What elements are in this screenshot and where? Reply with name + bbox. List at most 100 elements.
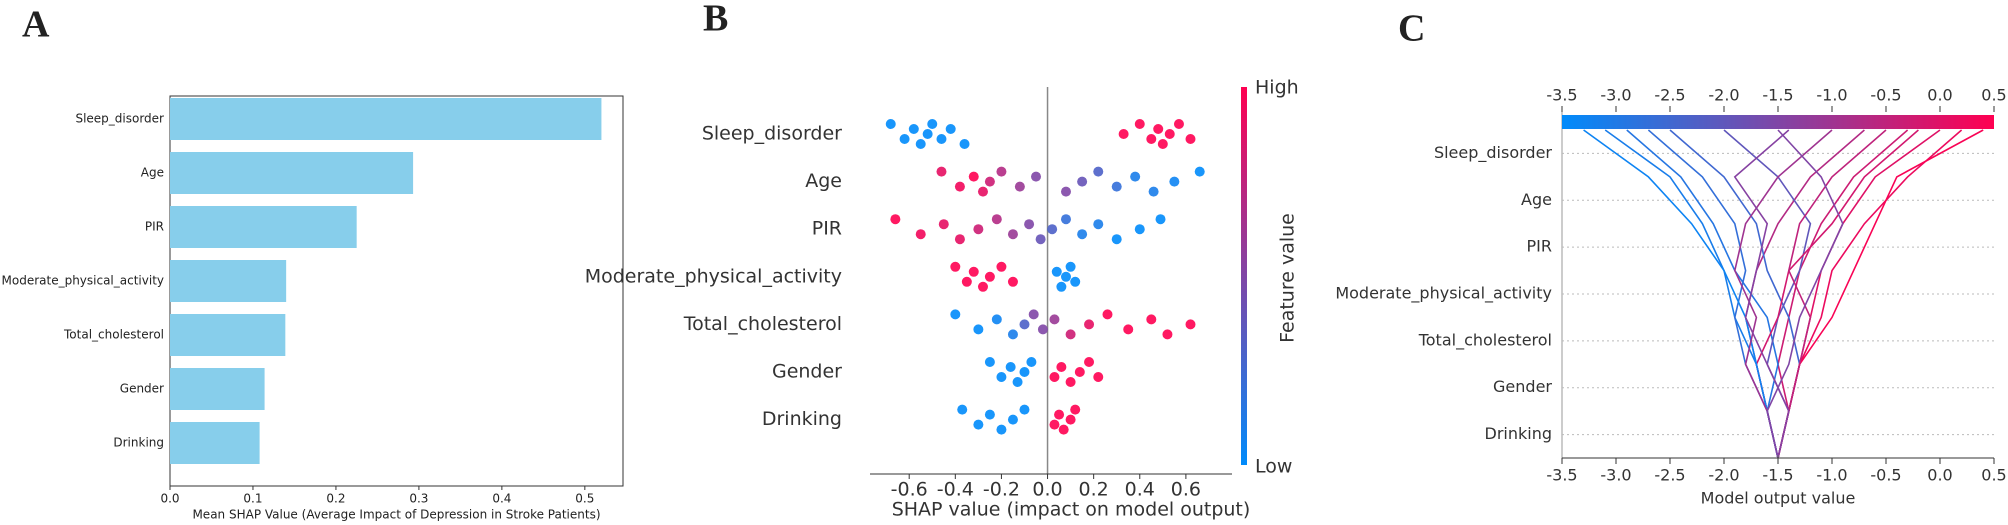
point	[984, 357, 995, 367]
x-tick-label: -0.6	[891, 479, 928, 501]
y-tick-label: Drinking	[1485, 424, 1553, 443]
y-tick-label: PIR	[812, 218, 842, 240]
point	[1065, 329, 1076, 340]
x-tick-label-top: 0.0	[1927, 86, 1952, 105]
y-tick-label: Drinking	[113, 436, 164, 450]
point	[991, 214, 1002, 225]
point	[927, 119, 938, 129]
x-axis-label: Model output value	[1701, 489, 1856, 508]
point	[973, 419, 984, 430]
point	[984, 176, 995, 187]
point	[936, 134, 947, 144]
decision-line	[1777, 129, 1963, 459]
colorbar	[1562, 115, 1994, 129]
x-tick-label: -3.5	[1546, 466, 1577, 485]
x-tick-label: 0.2	[326, 492, 345, 506]
point	[1173, 119, 1184, 129]
y-tick-label: Age	[1521, 190, 1552, 209]
point	[1134, 224, 1145, 235]
y-tick-label: Sleep_disorder	[75, 112, 164, 126]
point	[1007, 276, 1018, 287]
y-tick-label: Total_cholesterol	[683, 313, 842, 335]
point	[996, 261, 1007, 272]
x-tick-label: 0.4	[1125, 479, 1155, 501]
point	[890, 214, 901, 225]
point	[1134, 119, 1145, 129]
panel-letter: C	[1398, 8, 1425, 50]
x-tick-label-top: -0.5	[1870, 86, 1901, 105]
point	[991, 314, 1002, 325]
point	[1070, 276, 1081, 287]
point	[1146, 134, 1157, 144]
point	[1155, 214, 1166, 225]
x-tick-label-top: -1.5	[1762, 86, 1793, 105]
decision-line	[1733, 129, 1833, 459]
point	[1014, 181, 1025, 192]
point	[1024, 219, 1035, 230]
point	[996, 166, 1007, 177]
point	[945, 124, 956, 134]
y-tick-label: Age	[805, 170, 842, 192]
point	[1019, 367, 1030, 377]
point	[973, 224, 984, 235]
point	[915, 139, 926, 149]
point	[968, 171, 979, 182]
point	[1102, 309, 1113, 320]
point	[1148, 186, 1159, 197]
point	[938, 219, 949, 230]
point	[973, 324, 984, 335]
point	[1084, 319, 1095, 330]
y-tick-label: Gender	[1493, 377, 1552, 396]
bar	[170, 260, 287, 302]
colorbar	[1241, 87, 1247, 465]
point	[1019, 319, 1030, 330]
point	[1007, 414, 1018, 425]
point	[954, 234, 965, 245]
y-tick-label: Moderate_physical_activity	[585, 265, 842, 287]
decision-line	[1766, 129, 1844, 459]
point	[1049, 419, 1060, 430]
colorbar-low: Low	[1255, 456, 1292, 478]
point	[984, 409, 995, 420]
point	[1051, 266, 1062, 277]
point	[1164, 129, 1175, 139]
y-tick-label: Drinking	[762, 408, 842, 430]
x-tick-label: -0.4	[937, 479, 974, 501]
point	[1054, 409, 1065, 420]
point	[961, 276, 972, 287]
x-tick-label: 0.6	[1171, 479, 1201, 501]
colorbar-high: High	[1255, 77, 1299, 99]
point	[1130, 171, 1141, 182]
bar	[170, 368, 265, 410]
point	[950, 309, 961, 320]
point	[968, 266, 979, 277]
y-tick-label: Gender	[120, 382, 164, 396]
point	[1060, 214, 1071, 225]
x-tick-label: 0.4	[492, 492, 511, 506]
x-axis-label: SHAP value (impact on model output)	[892, 499, 1251, 521]
bar	[170, 98, 602, 140]
point	[1060, 271, 1071, 282]
x-tick-label: 0.0	[1032, 479, 1062, 501]
point	[1185, 134, 1196, 144]
point	[1111, 181, 1122, 192]
point	[977, 186, 988, 197]
point	[1146, 314, 1157, 325]
x-tick-label: -2.0	[1708, 466, 1739, 485]
x-tick-label: -0.5	[1870, 466, 1901, 485]
point	[1007, 229, 1018, 240]
point	[1077, 229, 1088, 240]
point	[1162, 329, 1173, 340]
point	[908, 124, 919, 134]
panel-letter: A	[22, 4, 50, 46]
point	[1077, 176, 1088, 187]
point	[1157, 139, 1168, 149]
x-tick-label-top: -2.5	[1654, 86, 1685, 105]
y-tick-label: Moderate_physical_activity	[1335, 284, 1552, 304]
point	[996, 372, 1007, 382]
y-tick-label: PIR	[145, 220, 164, 234]
point	[1005, 362, 1016, 372]
point	[1123, 324, 1134, 335]
point	[1007, 329, 1018, 340]
